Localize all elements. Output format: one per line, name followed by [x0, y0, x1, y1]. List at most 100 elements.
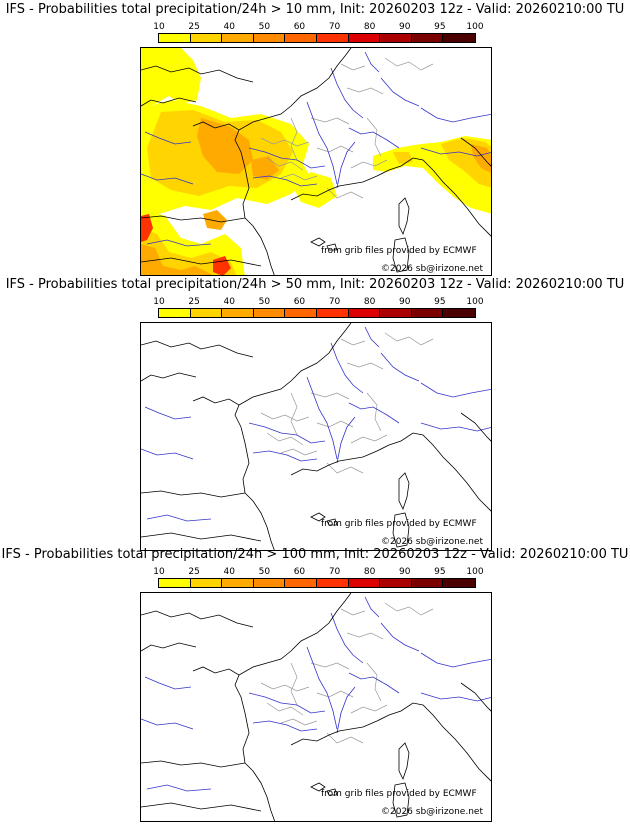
coastline — [326, 243, 338, 251]
precip-probability-area — [141, 214, 153, 242]
river — [306, 376, 338, 460]
scale-label: 95 — [434, 22, 446, 32]
scale-swatch — [253, 579, 286, 587]
precip-probability-area — [291, 172, 337, 208]
river — [306, 101, 338, 185]
admin-border — [310, 662, 350, 670]
coastline — [244, 762, 276, 821]
map-svg — [141, 323, 491, 550]
admin-border — [350, 434, 388, 444]
scale-swatch — [285, 34, 317, 42]
river — [420, 382, 491, 398]
forecast-panel-3: IFS - Probabilities total precipitation/… — [0, 545, 630, 822]
scale-swatch — [316, 309, 349, 317]
scale-swatch — [159, 309, 191, 317]
coastline — [460, 412, 491, 442]
probability-scale: 10 25 40 50 60 70 80 90 95 100 — [153, 22, 484, 43]
precip-probability-area — [141, 228, 237, 275]
scale-swatch — [190, 34, 223, 42]
river — [364, 596, 380, 618]
scale-swatch — [348, 34, 381, 42]
coastline — [460, 682, 491, 712]
coastline — [398, 472, 410, 511]
scale-label: 50 — [258, 22, 271, 32]
scale-swatch — [411, 309, 444, 317]
scale-label: 25 — [188, 567, 200, 577]
river — [248, 422, 326, 444]
river — [144, 676, 192, 690]
precip-probability-area — [197, 118, 253, 174]
coastline — [192, 121, 250, 219]
forecast-panel-2: IFS - Probabilities total precipitation/… — [0, 275, 630, 551]
admin-border — [346, 87, 384, 95]
scale-label: 90 — [399, 567, 411, 577]
precip-probability-area — [471, 144, 491, 173]
river — [420, 107, 491, 123]
scale-label: 25 — [188, 22, 200, 32]
coastline — [460, 137, 491, 167]
admin-border — [340, 63, 366, 71]
coastline — [290, 450, 378, 476]
coastline — [238, 48, 352, 131]
map-svg — [141, 593, 491, 821]
river — [146, 784, 212, 792]
admin-border — [326, 732, 364, 744]
admin-border — [346, 362, 384, 370]
scale-swatch — [222, 309, 254, 317]
coastline — [244, 217, 275, 275]
river — [248, 692, 326, 714]
river — [252, 175, 318, 187]
admin-border — [290, 117, 298, 161]
forecast-panel-1: IFS - Probabilities total precipitation/… — [0, 0, 630, 276]
scale-label: 10 — [153, 567, 165, 577]
coastline — [192, 396, 250, 494]
coastline — [141, 610, 254, 628]
panel-title: IFS - Probabilities total precipitation/… — [5, 277, 625, 292]
scale-label: 10 — [153, 22, 165, 32]
admin-border — [266, 432, 304, 446]
scale-swatch — [285, 579, 317, 587]
precip-probability-area — [251, 156, 279, 180]
probability-scale: 10 25 40 50 60 70 80 90 95 100 — [153, 297, 484, 318]
coastline — [392, 237, 410, 273]
scale-bar — [158, 33, 476, 43]
map-background — [141, 593, 491, 821]
scale-swatch — [443, 34, 475, 42]
river — [144, 406, 192, 420]
admin-border — [350, 704, 388, 714]
river — [146, 514, 212, 522]
river — [348, 127, 400, 149]
river — [380, 77, 420, 107]
scale-bar — [158, 578, 476, 588]
river — [336, 416, 356, 464]
river — [420, 422, 491, 432]
admin-border — [310, 392, 350, 400]
source-credit: from grib files provided by ECMWF — [321, 789, 477, 799]
admin-border — [366, 117, 382, 157]
coastline — [141, 97, 197, 107]
admin-border — [366, 392, 382, 432]
scale-swatch — [443, 309, 475, 317]
scale-swatch — [222, 579, 254, 587]
scale-label: 25 — [188, 297, 200, 307]
scale-swatch — [190, 309, 223, 317]
scale-label: 100 — [466, 22, 484, 32]
river — [420, 692, 491, 702]
river — [146, 239, 212, 247]
river — [348, 672, 400, 694]
coastline — [141, 642, 197, 652]
scale-label: 50 — [258, 297, 271, 307]
river — [330, 67, 364, 119]
coastline — [238, 593, 352, 676]
admin-border — [260, 682, 310, 692]
coastline — [398, 742, 410, 781]
river — [380, 622, 420, 652]
river — [336, 141, 356, 189]
scale-swatch — [380, 309, 412, 317]
scale-label: 10 — [153, 297, 165, 307]
scale-swatch — [411, 579, 444, 587]
panel-title: IFS - Probabilities total precipitation/… — [5, 2, 625, 17]
scale-swatch — [222, 34, 254, 42]
river — [380, 352, 420, 382]
source-credit: from grib files provided by ECMWF — [321, 519, 477, 529]
